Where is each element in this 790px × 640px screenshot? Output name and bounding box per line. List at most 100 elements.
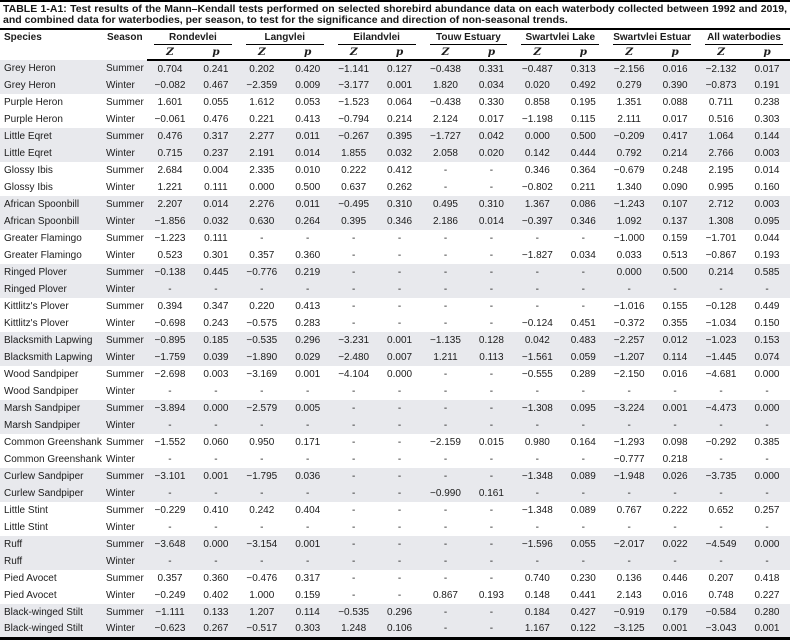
table-body: Grey Heron Summer 0.704 0.241 0.202 0.420 −1.1… (0, 60, 790, 640)
p-value-cell: - (581, 488, 585, 499)
p-value-cell: 0.150 (754, 318, 780, 329)
species-cell: Common Greenshank (4, 454, 102, 465)
z-value-cell: 1.351 (616, 97, 642, 108)
z-value-cell: −1.890 (246, 352, 278, 363)
z-value-cell: 2.207 (157, 199, 183, 210)
z-value-cell: 0.516 (708, 114, 734, 125)
p-value-cell: 0.331 (478, 63, 504, 75)
z-value-cell: - (351, 233, 356, 244)
z-value-cell: −0.476 (246, 573, 278, 584)
p-value-cell: - (489, 420, 494, 431)
z-value-cell: 2.111 (617, 114, 641, 125)
species-cell: African Spoonbill (4, 216, 80, 227)
p-value-cell: 0.007 (387, 352, 413, 363)
species-cell: Little Eqret (4, 131, 52, 142)
table-row: Little Eqret Winter 0.715 0.237 2.191 0.014 1.… (0, 145, 790, 162)
p-value-cell: 0.000 (754, 403, 780, 414)
p-value-cell: 0.032 (387, 148, 413, 159)
p-value-cell: 0.330 (478, 97, 504, 108)
z-value-cell: −1.561 (521, 352, 553, 363)
z-value-cell: 0.207 (708, 573, 734, 584)
p-value-cell: 0.015 (478, 437, 504, 448)
table-row: Kittlitz's Plover Summer 0.394 0.347 0.220 0.… (0, 298, 790, 315)
p-value-cell: - (673, 386, 677, 397)
z-value-cell: - (422, 621, 469, 640)
p-value-cell: - (581, 420, 585, 431)
z-value-cell: −0.082 (154, 80, 186, 91)
p-value-cell: 0.039 (203, 352, 229, 363)
p-value-cell: 0.003 (203, 369, 229, 380)
season-cell: Winter (103, 621, 147, 640)
p-value-cell: 0.585 (754, 267, 780, 278)
p-value-cell: - (765, 454, 769, 465)
p-value-cell: 0.000 (754, 369, 780, 380)
z-value-cell: 2.124 (432, 114, 458, 125)
species-cell: Ringed Plover (4, 267, 67, 278)
z-value-cell: - (260, 556, 264, 567)
z-value-cell: −0.061 (154, 114, 186, 125)
p-value-cell: 0.036 (295, 471, 321, 482)
p-value-cell: - (489, 471, 494, 482)
stat-header-p: p (743, 45, 790, 61)
z-value-cell: −0.535 (338, 607, 370, 618)
species-cell: Marsh Sandpiper (4, 403, 81, 414)
p-value-cell: 0.427 (570, 607, 596, 618)
z-value-cell: - (627, 386, 631, 397)
z-value-cell: −0.802 (521, 182, 553, 193)
p-value-cell: 0.280 (754, 607, 780, 618)
p-value-cell: - (397, 556, 402, 567)
z-value-cell: −0.138 (154, 267, 186, 278)
z-value-cell: 2.335 (249, 165, 275, 176)
z-value-cell: 0.184 (524, 607, 550, 618)
season-cell: Winter (106, 386, 135, 397)
p-value-cell: - (397, 590, 402, 601)
z-value-cell: 1.612 (249, 97, 275, 108)
season-cell: Summer (106, 97, 144, 108)
z-value-cell: - (351, 471, 356, 482)
p-value-cell: 0.449 (754, 301, 780, 312)
p-value-cell: 0.303 (284, 621, 331, 640)
z-value-cell: 0.020 (524, 80, 550, 91)
p-value-cell: 0.001 (295, 539, 321, 550)
table-row: Glossy Ibis Summer 2.684 0.004 2.335 0.010 0.2… (0, 162, 790, 179)
p-value-cell: 0.000 (754, 539, 780, 550)
z-value-cell: 0.346 (524, 165, 550, 176)
season-cell: Summer (106, 573, 144, 584)
p-value-cell: - (306, 522, 310, 533)
species-cell: Kittlitz's Plover (4, 318, 69, 329)
p-value-cell: 0.022 (662, 539, 688, 550)
p-value-cell: 0.017 (478, 114, 504, 125)
z-value-cell: - (168, 284, 172, 295)
z-value-cell: −1.243 (613, 199, 645, 210)
z-value-cell: 1.092 (616, 216, 642, 227)
p-value-cell: 0.004 (203, 165, 229, 176)
table-row: Ringed Plover Summer −0.138 0.445 −0.776 0.21… (0, 264, 790, 281)
z-value-cell: −1.293 (613, 437, 645, 448)
p-value-cell: - (397, 420, 402, 431)
p-value-cell: 0.191 (754, 80, 780, 91)
table-row: African Spoonbill Winter −1.856 0.032 0.630 0… (0, 213, 790, 230)
z-value-cell: −1.141 (338, 63, 370, 75)
p-value-cell: 0.360 (203, 573, 229, 584)
z-value-cell: - (443, 539, 448, 550)
z-value-cell: - (535, 454, 539, 465)
p-value-cell: 0.001 (662, 403, 688, 414)
p-value-cell: - (489, 573, 494, 584)
z-value-cell: 0.995 (708, 182, 734, 193)
p-value-cell: 0.034 (570, 250, 596, 261)
p-value-cell: 0.053 (295, 97, 321, 108)
p-value-cell: - (214, 420, 218, 431)
season-cell: Summer (106, 505, 144, 516)
z-value-cell: - (351, 488, 356, 499)
z-value-cell: 2.058 (432, 148, 458, 159)
z-value-cell: 1.207 (249, 607, 275, 618)
table-row: Wood Sandpiper Winter - - - - - - - - - - - - - - (0, 383, 790, 400)
z-value-cell: −0.698 (154, 318, 186, 329)
z-value-cell: - (535, 233, 539, 244)
stat-header-p: p (652, 45, 699, 61)
p-value-cell: 0.214 (662, 148, 688, 159)
p-value-cell: - (397, 318, 402, 329)
z-value-cell: - (168, 386, 172, 397)
z-value-cell: - (627, 556, 631, 567)
table-row: Ruff Winter - - - - - - - - - - - - - - (0, 553, 790, 570)
